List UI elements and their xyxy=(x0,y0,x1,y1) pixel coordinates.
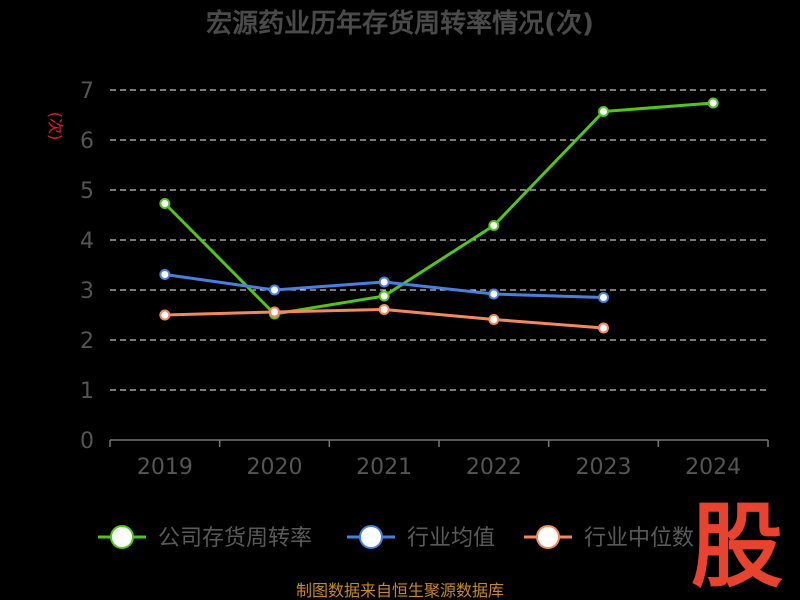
grid-lines xyxy=(110,89,768,391)
data-point[interactable] xyxy=(269,284,280,296)
axes: 0 1 2 3 4 5 6 7 2019 2020 2021 2022 2023 2024 xyxy=(80,79,769,480)
data-point[interactable] xyxy=(707,97,719,109)
data-point[interactable] xyxy=(269,306,280,318)
y-tick-label: 6 xyxy=(80,129,94,154)
y-tick-label: 7 xyxy=(80,79,94,104)
x-tick-label: 2020 xyxy=(247,455,303,480)
series-lines xyxy=(159,97,719,334)
legend-item[interactable]: 行业均值 xyxy=(347,525,495,551)
source-credit: 制图数据来自恒生聚源数据库 xyxy=(296,581,504,600)
y-tick-label: 3 xyxy=(80,279,94,304)
series-2 xyxy=(159,304,609,334)
legend-label: 行业中位数 xyxy=(584,526,694,551)
data-point[interactable] xyxy=(598,322,609,334)
y-tick-label: 5 xyxy=(80,179,94,204)
x-tick-label: 2019 xyxy=(137,455,193,480)
data-point[interactable] xyxy=(488,288,500,300)
legend-label: 公司存货周转率 xyxy=(158,526,312,551)
x-tick-label: 2021 xyxy=(356,455,412,480)
data-point[interactable] xyxy=(159,198,171,209)
legend[interactable]: 公司存货周转率 行业均值 行业中位数 xyxy=(98,525,694,551)
data-point[interactable] xyxy=(378,276,390,288)
data-point[interactable] xyxy=(159,309,171,321)
legend-circle-marker xyxy=(359,525,383,549)
data-point[interactable] xyxy=(488,314,500,325)
legend-item[interactable]: 行业中位数 xyxy=(524,525,694,551)
watermark-logo: 股 xyxy=(691,493,783,600)
legend-circle-marker xyxy=(536,525,560,549)
x-tick-label: 2022 xyxy=(466,455,522,480)
data-point[interactable] xyxy=(598,106,609,117)
series-1 xyxy=(159,269,609,303)
legend-label: 行业均值 xyxy=(407,526,495,551)
x-tick-label: 2023 xyxy=(576,455,632,480)
chart-title: 宏源药业历年存货周转率情况(次) xyxy=(206,8,594,39)
data-point[interactable] xyxy=(378,290,390,302)
y-axis-unit-label: (次) xyxy=(46,112,65,141)
y-tick-label: 0 xyxy=(80,429,94,454)
y-tick-label: 4 xyxy=(80,229,94,254)
series-line xyxy=(163,101,714,316)
data-point[interactable] xyxy=(159,269,171,280)
y-tick-label: 1 xyxy=(80,379,94,404)
y-tick-label: 2 xyxy=(80,329,94,354)
legend-circle-marker xyxy=(110,525,134,549)
x-tick-label: 2024 xyxy=(685,455,741,480)
data-point[interactable] xyxy=(488,220,500,231)
legend-item[interactable]: 公司存货周转率 xyxy=(98,525,312,551)
data-point[interactable] xyxy=(378,304,390,315)
data-point[interactable] xyxy=(598,292,609,303)
